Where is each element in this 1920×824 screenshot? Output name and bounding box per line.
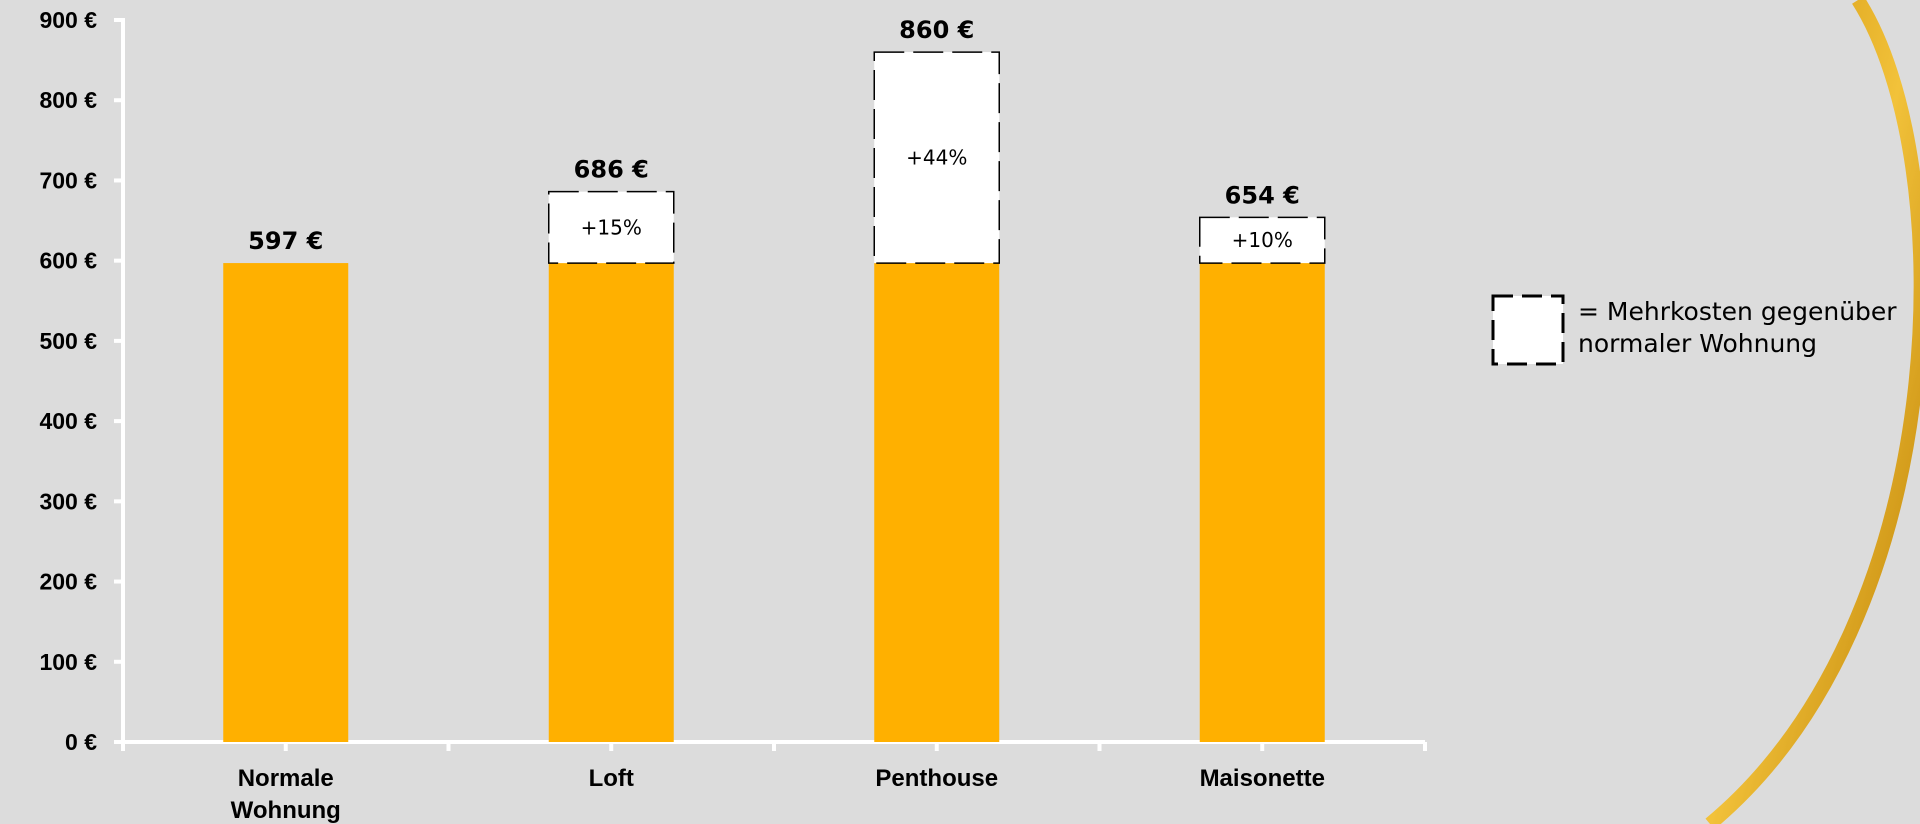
x-tick-label: Maisonette — [1200, 765, 1325, 792]
y-tick-label: 0 € — [65, 729, 97, 755]
x-tick-label: Loft — [589, 765, 634, 792]
percent-label: +15% — [581, 215, 642, 239]
legend-text: = Mehrkosten gegenüber — [1578, 297, 1897, 326]
percent-label: +44% — [906, 146, 967, 170]
y-tick-label: 600 € — [39, 248, 97, 274]
y-tick-label: 900 € — [39, 7, 97, 33]
y-tick-label: 500 € — [39, 328, 97, 354]
legend: = Mehrkosten gegenüber normaler Wohnung — [1491, 294, 1897, 366]
y-tick-label: 200 € — [39, 569, 97, 595]
legend-text: normaler Wohnung — [1578, 329, 1817, 358]
y-tick-label: 400 € — [39, 408, 97, 434]
value-label: 686 € — [574, 156, 649, 184]
x-axis: Normale Wohnung Loft Penthouse Maisonette — [121, 740, 1427, 824]
bar-base — [548, 263, 674, 742]
decorative-ring — [1705, 0, 1920, 824]
bar-base — [1199, 263, 1325, 742]
legend-swatch — [1491, 294, 1565, 366]
percent-label: +10% — [1232, 228, 1293, 252]
y-tick-label: 100 € — [39, 649, 97, 675]
data-labels: 597 € +15% 686 € +44% 860 € +10% 654 € — [248, 16, 1300, 255]
bar-extra-cost — [873, 51, 1000, 264]
bar-base — [223, 263, 349, 742]
bar-extra-cost — [1199, 216, 1326, 264]
y-tick-label: 800 € — [39, 87, 97, 113]
value-label: 860 € — [899, 16, 974, 44]
x-tick-label: Normale Wohnung — [231, 765, 341, 824]
bar-extra-cost — [548, 190, 675, 264]
y-tick-label: 300 € — [39, 488, 97, 514]
value-label: 654 € — [1225, 181, 1300, 209]
y-tick-label: 700 € — [39, 167, 97, 193]
x-tick-label: Penthouse — [875, 765, 998, 792]
bars — [223, 51, 1326, 742]
y-axis: 0 € 100 € 200 € 300 € 400 € 500 € 600 € 700 € 80… — [39, 7, 125, 755]
value-label: 597 € — [248, 227, 323, 255]
bar-base — [874, 263, 1000, 742]
